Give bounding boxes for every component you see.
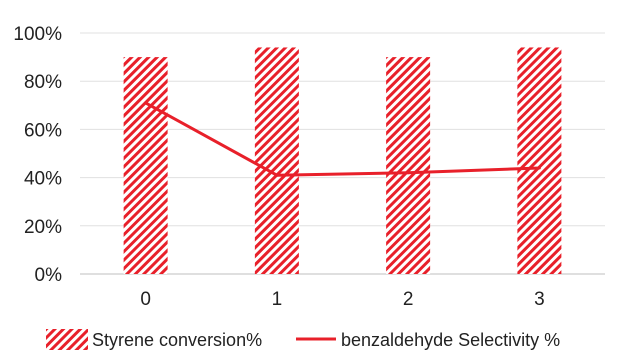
legend-swatch-conversion: [46, 329, 88, 350]
selectivity-point: [406, 171, 410, 175]
legend-label-conversion: Styrene conversion%: [92, 330, 262, 350]
x-axis-ticks: 0 1 2 3: [140, 289, 544, 310]
bar-conversion: [386, 57, 431, 274]
x-tick-label: 0: [140, 289, 151, 310]
y-tick-label: 60%: [24, 120, 62, 141]
x-tick-label: 1: [272, 289, 283, 310]
bar-conversion: [517, 47, 562, 275]
y-tick-label: 80%: [24, 72, 62, 93]
legend: Styrene conversion% benzaldehyde Selecti…: [46, 329, 560, 350]
y-tick-label: 40%: [24, 169, 62, 190]
y-tick-label: 20%: [24, 217, 62, 238]
selectivity-line-series: [144, 101, 541, 177]
selectivity-point: [275, 173, 279, 177]
y-axis-ticks: 0% 20% 40% 60% 80% 100%: [13, 24, 62, 286]
y-tick-label: 0%: [35, 265, 63, 286]
bar-conversion: [123, 57, 168, 274]
bars: [123, 47, 562, 275]
x-tick-label: 3: [534, 289, 545, 310]
selectivity-line: [144, 101, 540, 177]
legend-label-selectivity: benzaldehyde Selectivity %: [341, 330, 560, 350]
y-tick-label: 100%: [13, 24, 62, 45]
selectivity-point: [144, 101, 148, 105]
selectivity-point: [537, 166, 541, 170]
x-tick-label: 2: [403, 289, 414, 310]
bar-conversion: [254, 47, 299, 275]
